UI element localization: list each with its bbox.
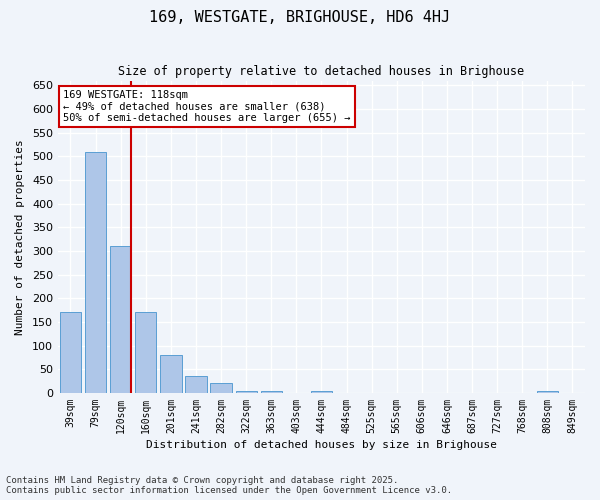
Text: 169, WESTGATE, BRIGHOUSE, HD6 4HJ: 169, WESTGATE, BRIGHOUSE, HD6 4HJ: [149, 10, 451, 25]
Bar: [236, 390, 257, 393]
Bar: [160, 355, 182, 393]
Bar: [536, 390, 558, 393]
Bar: [185, 376, 206, 393]
Bar: [260, 390, 282, 393]
Bar: [311, 390, 332, 393]
Title: Size of property relative to detached houses in Brighouse: Size of property relative to detached ho…: [118, 65, 524, 78]
Bar: [211, 384, 232, 393]
Text: Contains HM Land Registry data © Crown copyright and database right 2025.
Contai: Contains HM Land Registry data © Crown c…: [6, 476, 452, 495]
Text: 169 WESTGATE: 118sqm
← 49% of detached houses are smaller (638)
50% of semi-deta: 169 WESTGATE: 118sqm ← 49% of detached h…: [63, 90, 351, 123]
X-axis label: Distribution of detached houses by size in Brighouse: Distribution of detached houses by size …: [146, 440, 497, 450]
Bar: [110, 246, 131, 393]
Bar: [135, 312, 157, 393]
Bar: [60, 312, 81, 393]
Y-axis label: Number of detached properties: Number of detached properties: [15, 139, 25, 334]
Bar: [85, 152, 106, 393]
